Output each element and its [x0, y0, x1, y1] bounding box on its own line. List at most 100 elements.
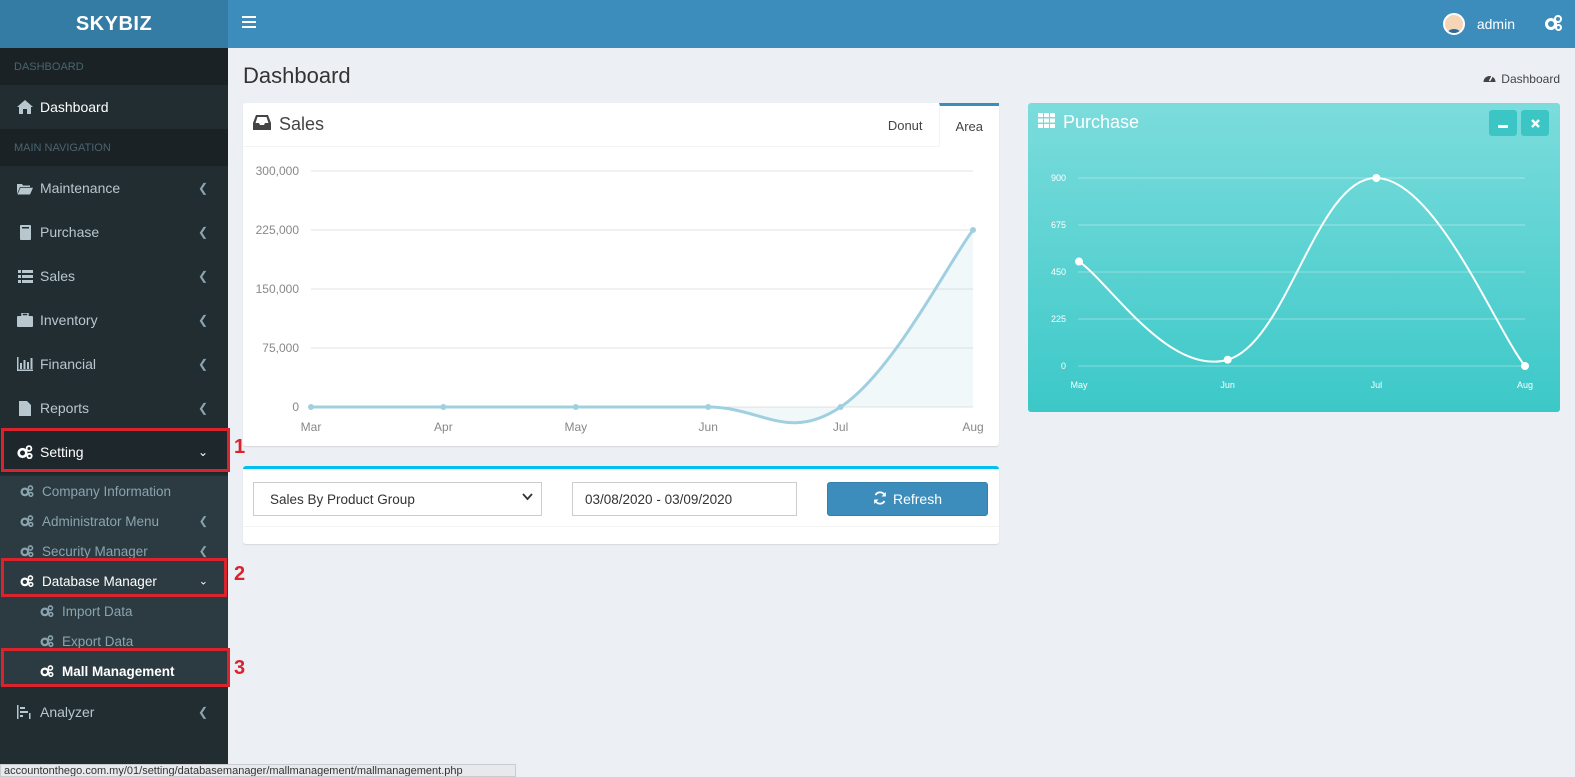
purchase-data-point [1372, 174, 1381, 182]
breadcrumb[interactable]: Dashboard [1483, 72, 1560, 86]
dashboard-gauge-icon [1483, 72, 1496, 86]
sidebar-item-database-manager[interactable]: Database Manager ⌄ [0, 566, 228, 596]
annotation-number-1: 1 [234, 436, 246, 458]
product-group-select[interactable]: Sales By Product Group [253, 482, 542, 516]
sales-data-point [970, 227, 976, 233]
user-menu[interactable]: admin [1442, 0, 1515, 48]
sidebar-item-label: Purchase [40, 224, 100, 240]
username: admin [1476, 16, 1515, 32]
sidebar-item-financial[interactable]: Financial ❮ [0, 342, 228, 386]
product-group-select-value: Sales By Product Group [270, 491, 415, 507]
sidebar-item-maintenance[interactable]: Maintenance ❮ [0, 166, 228, 210]
chevron-left-icon: ❮ [198, 515, 208, 528]
sales-data-point [837, 404, 844, 410]
sales-data-point [308, 404, 314, 410]
bar-chart-icon [17, 356, 33, 372]
gears-icon [20, 484, 34, 498]
minus-icon [1498, 116, 1508, 131]
sidebar-item-mall-management[interactable]: Mall Management [0, 656, 228, 686]
sidebar-item-label: Sales [40, 268, 76, 284]
y-tick-label: 450 [1051, 267, 1066, 277]
date-range-input[interactable]: 03/08/2020 - 03/09/2020 [572, 482, 797, 516]
chevron-down-icon: ⌄ [197, 445, 208, 459]
y-tick-label: 675 [1051, 220, 1066, 230]
analyzer-icon [17, 704, 33, 720]
top-navbar: admin [228, 0, 1575, 48]
sidebar-item-export-data[interactable]: Export Data [0, 626, 228, 656]
sidebar-item-label: Financial [40, 356, 97, 372]
briefcase-icon [17, 312, 33, 328]
sidebar-item-label: Analyzer [40, 704, 95, 720]
sidebar-item-administrator-menu[interactable]: Administrator Menu ❮ [0, 506, 228, 536]
gears-icon [40, 604, 54, 618]
tab-donut[interactable]: Donut [887, 117, 923, 133]
inbox-icon [253, 114, 271, 135]
chevron-left-icon: ❮ [197, 705, 208, 719]
file-icon [17, 400, 33, 416]
tab-area[interactable]: Area [938, 103, 999, 147]
y-tick-label: 900 [1051, 173, 1066, 183]
sidebar-item-inventory[interactable]: Inventory ❮ [0, 298, 228, 342]
purchase-panel: Purchase 900 675 450 225 0 May Jun Jul Aug [1028, 103, 1560, 412]
minimize-button[interactable] [1489, 110, 1517, 136]
app-logo[interactable]: SKYBIZ [0, 0, 228, 48]
chevron-left-icon: ❮ [197, 313, 208, 327]
sidebar-item-label: Company Information [42, 483, 172, 499]
sidebar-item-setting[interactable]: Setting ⌄ [0, 430, 228, 474]
refresh-button[interactable]: Refresh [827, 482, 988, 516]
y-tick-label: 300,000 [256, 164, 300, 178]
sidebar-section-dashboard: DASHBOARD [0, 48, 228, 85]
sidebar-item-purchase[interactable]: Purchase ❮ [0, 210, 228, 254]
x-tick-label: Jun [1220, 380, 1235, 390]
sidebar-item-label: Maintenance [40, 180, 121, 196]
folder-open-icon [17, 180, 33, 196]
close-button[interactable] [1521, 110, 1549, 136]
sales-data-point [440, 404, 447, 410]
sidebar-item-dashboard[interactable]: Dashboard [0, 85, 228, 129]
y-tick-label: 225,000 [256, 223, 300, 237]
x-tick-label: Jul [1371, 380, 1383, 390]
x-tick-label: Aug [1517, 380, 1533, 390]
chevron-left-icon: ❮ [197, 269, 208, 283]
purchase-data-point [1223, 355, 1232, 364]
close-icon [1530, 116, 1540, 131]
sidebar-item-analyzer[interactable]: Analyzer ❮ [0, 690, 228, 734]
sidebar-item-company-information[interactable]: Company Information [0, 476, 228, 506]
purchase-line-chart: 900 675 450 225 0 May Jun Jul Aug [1051, 173, 1533, 390]
sidebar-item-import-data[interactable]: Import Data [0, 596, 228, 626]
x-tick-label: Jul [833, 420, 848, 434]
chevron-down-icon: ⌄ [198, 575, 208, 588]
x-tick-label: Aug [962, 420, 983, 434]
browser-status-url: accountonthego.com.my/01/setting/databas… [0, 764, 516, 777]
x-tick-label: Apr [434, 420, 453, 434]
gears-icon [20, 544, 34, 558]
divider [243, 526, 999, 527]
gears-icon [20, 514, 34, 528]
sales-series-line [311, 229, 975, 425]
sidebar-item-label: Reports [40, 400, 90, 416]
chevron-left-icon: ❮ [197, 401, 208, 415]
gears-icon [20, 574, 34, 588]
chevron-left-icon: ❮ [197, 225, 208, 239]
hamburger-menu-icon[interactable] [242, 15, 256, 33]
sidebar-item-label: Inventory [40, 312, 98, 328]
gears-icon [40, 634, 54, 648]
breadcrumb-label: Dashboard [1501, 72, 1560, 86]
sidebar-item-reports[interactable]: Reports ❮ [0, 386, 228, 430]
gears-icon [40, 664, 54, 678]
annotation-number-3: 3 [234, 657, 246, 679]
book-icon [17, 224, 33, 240]
gears-icon [17, 444, 33, 460]
sidebar-item-label: Dashboard [40, 99, 109, 115]
home-icon [17, 99, 33, 115]
y-tick-label: 0 [292, 400, 299, 414]
chevron-down-icon [522, 493, 533, 504]
settings-gears-icon[interactable] [1545, 14, 1563, 37]
sidebar-item-label: Mall Management [62, 663, 175, 679]
avatar [1442, 13, 1465, 35]
sidebar-item-security-manager[interactable]: Security Manager ❮ [0, 536, 228, 566]
page-title: Dashboard [243, 63, 351, 88]
sidebar-item-label: Security Manager [42, 543, 148, 559]
sidebar-item-sales[interactable]: Sales ❮ [0, 254, 228, 298]
